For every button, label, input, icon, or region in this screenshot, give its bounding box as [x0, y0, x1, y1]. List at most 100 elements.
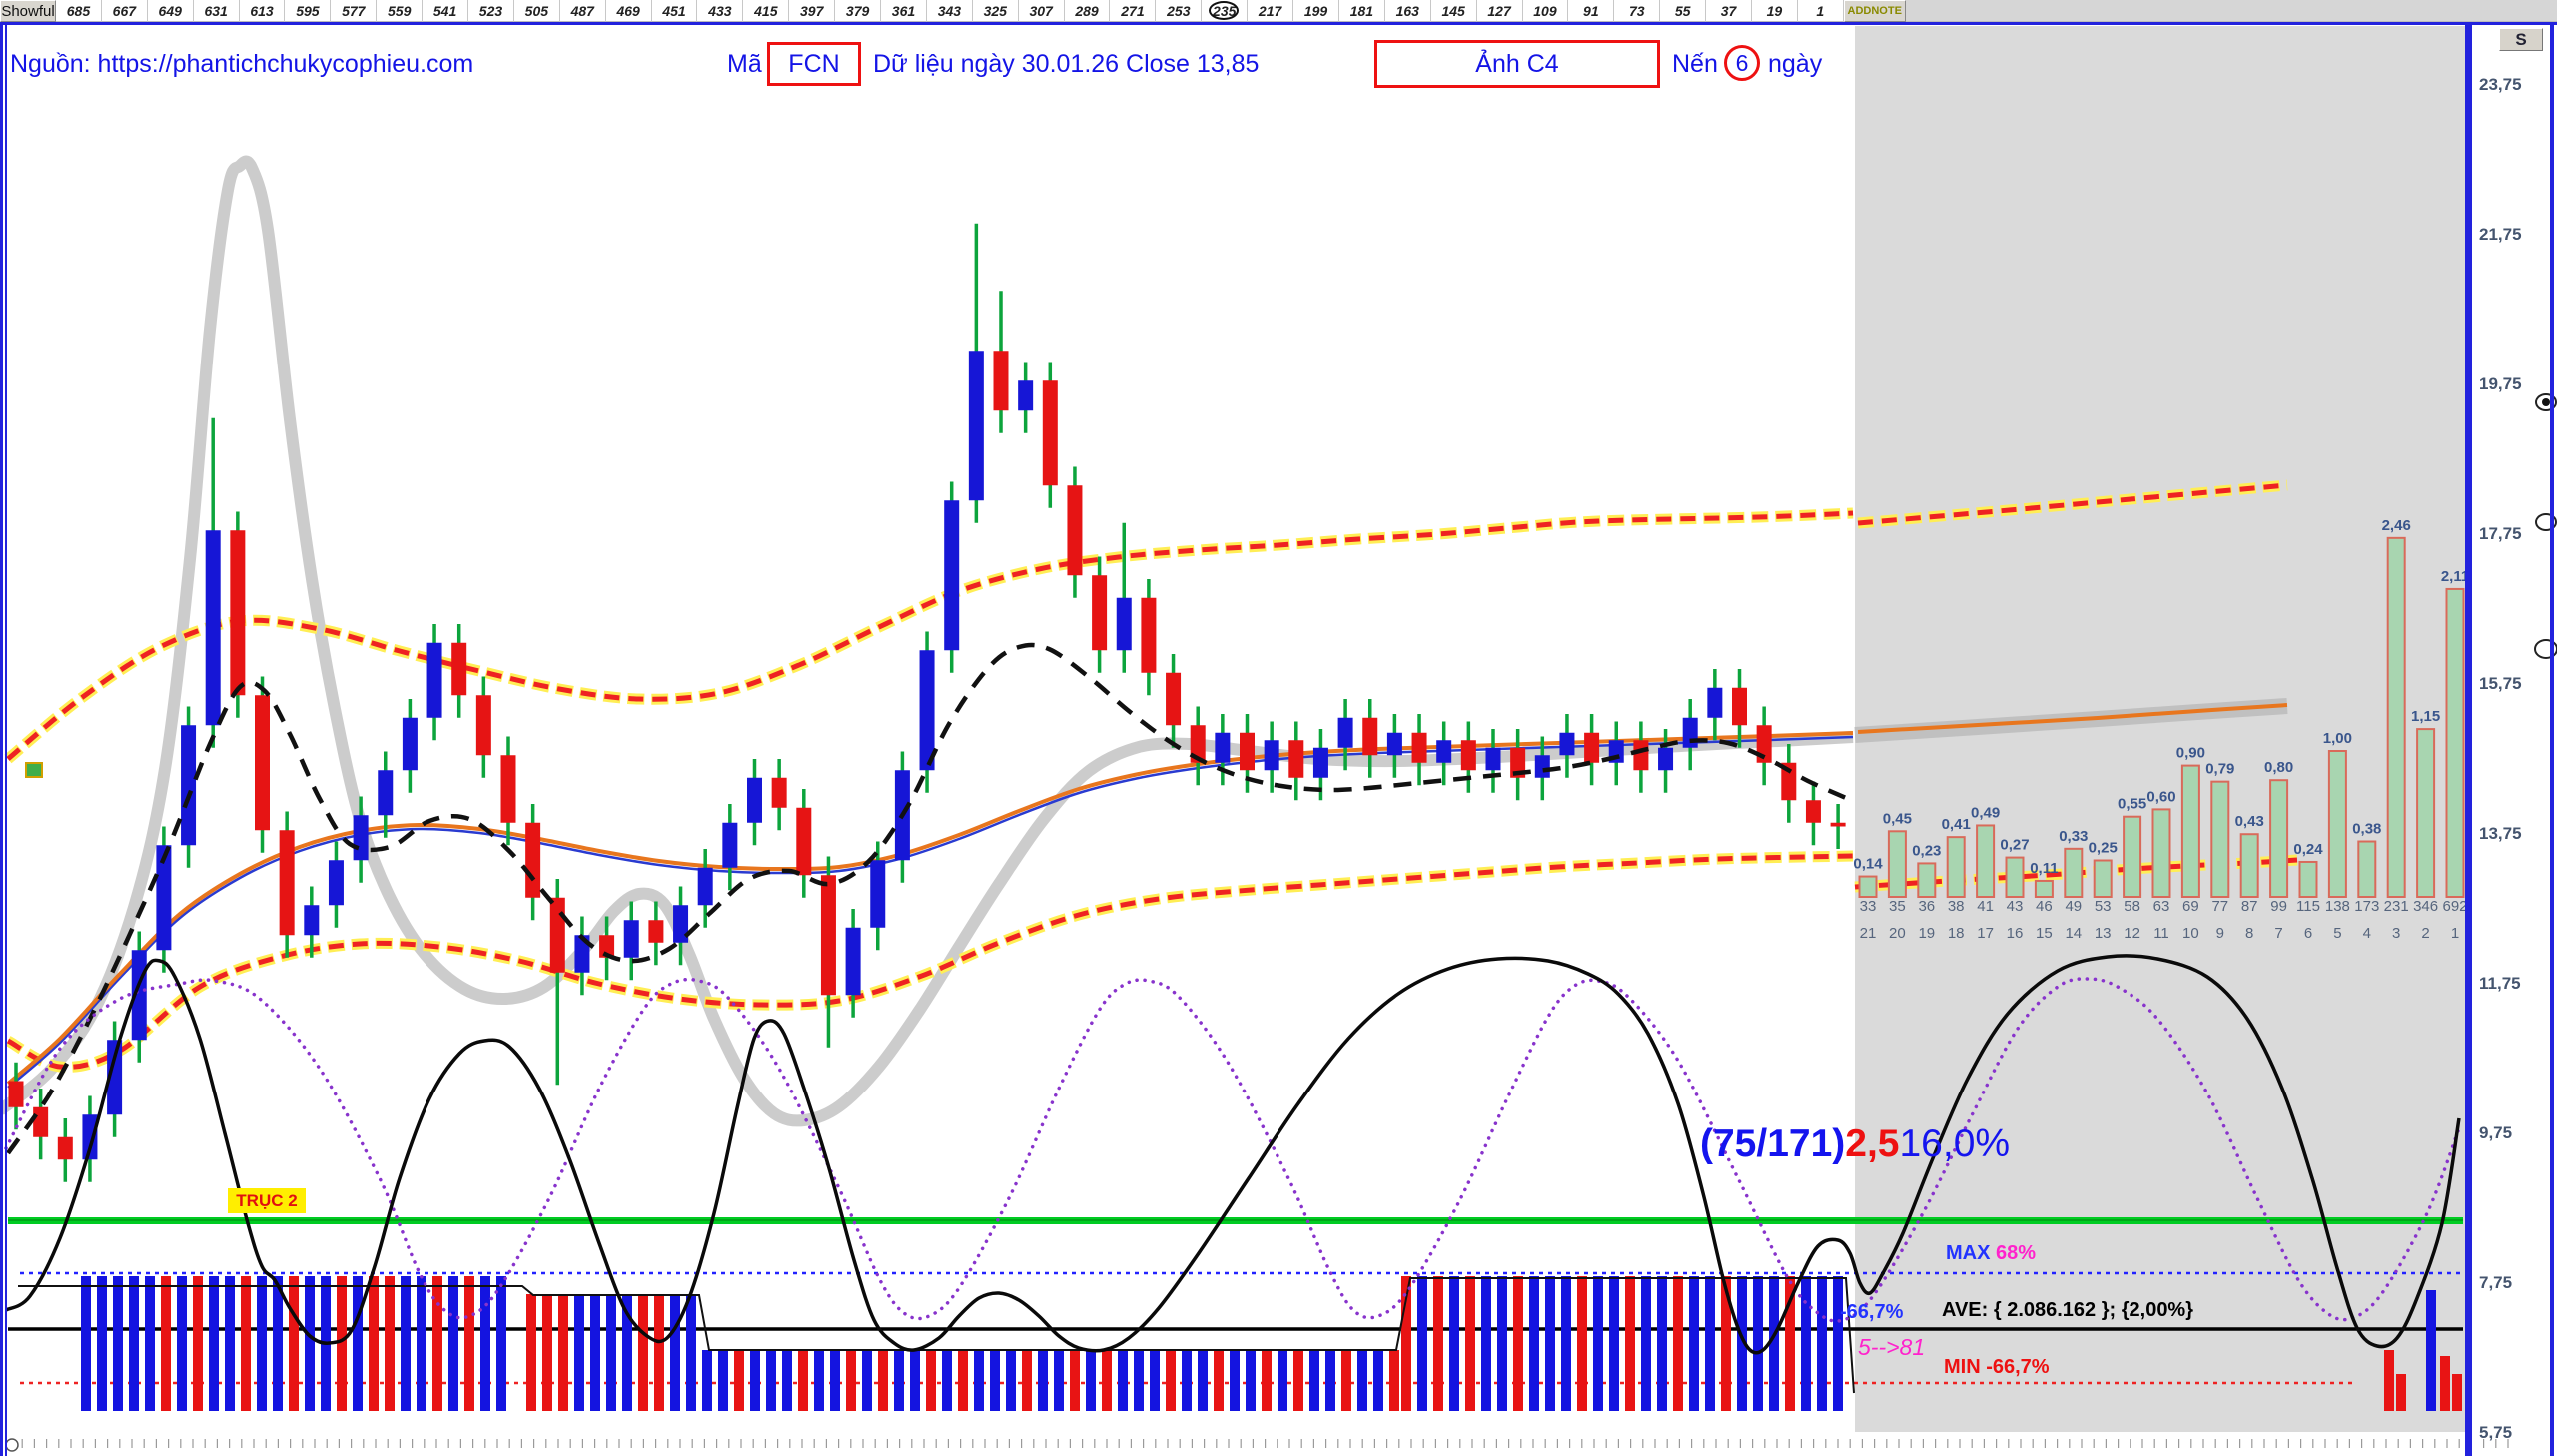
period-cell-55[interactable]: 55: [1660, 0, 1707, 22]
projection-bar: [2445, 587, 2465, 898]
signal-bar: [734, 1350, 744, 1411]
period-cell-325[interactable]: 325: [972, 0, 1019, 22]
period-cell-181[interactable]: 181: [1338, 0, 1385, 22]
period-cell-541[interactable]: 541: [423, 0, 469, 22]
projection-col-count: 35: [1889, 898, 1906, 915]
period-cell-433[interactable]: 433: [697, 0, 744, 22]
showful-button[interactable]: Showful: [0, 0, 56, 22]
period-cell-271[interactable]: 271: [1110, 0, 1157, 22]
candle-body: [845, 927, 861, 996]
signal-bar: [1801, 1276, 1811, 1411]
signal-bar: [1118, 1350, 1128, 1411]
period-cell-577[interactable]: 577: [331, 0, 378, 22]
projection-col-count: 173: [2354, 898, 2379, 915]
signal-bar: [417, 1276, 426, 1411]
scale-button[interactable]: S: [2499, 28, 2543, 51]
period-cell-613[interactable]: 613: [239, 0, 286, 22]
period-cell-73[interactable]: 73: [1614, 0, 1661, 22]
period-cell-415[interactable]: 415: [743, 0, 790, 22]
price-tick-13,75: 13,75: [2479, 824, 2522, 843]
signal-bar: [480, 1276, 490, 1411]
image-c4-box[interactable]: Ảnh C4: [1374, 40, 1660, 88]
period-cell-379[interactable]: 379: [835, 0, 882, 22]
signal-bar: [1401, 1276, 1411, 1411]
candle-body: [1264, 740, 1279, 771]
signal-bar: [1389, 1350, 1399, 1411]
projection-bar-value: 0,55: [2118, 796, 2146, 813]
period-cell-199[interactable]: 199: [1293, 0, 1339, 22]
signal-bar: [606, 1294, 616, 1411]
projection-bar: [2416, 728, 2436, 898]
candle-label: Nến: [1672, 50, 1718, 78]
projection-bar: [2123, 815, 2142, 899]
projection-bar: [2269, 779, 2289, 899]
projection-col-count: 138: [2325, 898, 2350, 915]
period-cell-19[interactable]: 19: [1751, 0, 1798, 22]
projection-col-index: 16: [2007, 925, 2024, 942]
projection-bar: [1976, 824, 1996, 899]
signal-bar: [1006, 1350, 1016, 1411]
projection-col-count: 692: [2442, 898, 2467, 915]
signal-bar: [1753, 1276, 1763, 1411]
period-cell-487[interactable]: 487: [559, 0, 606, 22]
candle-body: [279, 830, 295, 936]
projection-bar: [1946, 836, 1966, 899]
signal-bar: [814, 1350, 824, 1411]
candle-body: [33, 1106, 49, 1137]
entry-marker: [25, 762, 43, 778]
signal-bar: [1577, 1276, 1587, 1411]
signal-bar: [990, 1350, 1000, 1411]
projection-col-index: 1: [2451, 925, 2459, 942]
period-cell-307[interactable]: 307: [1018, 0, 1065, 22]
period-cell-451[interactable]: 451: [651, 0, 698, 22]
period-cell-217[interactable]: 217: [1248, 0, 1294, 22]
period-cell-361[interactable]: 361: [881, 0, 927, 22]
upper-band-extension: [1857, 482, 2288, 526]
projection-bar-value: 0,41: [1942, 816, 1971, 833]
signal-bar: [1230, 1350, 1240, 1411]
period-cell-667[interactable]: 667: [101, 0, 148, 22]
price-tick-17,75: 17,75: [2479, 524, 2522, 543]
projection-col-count: 49: [2065, 898, 2082, 915]
projection-col-index: 21: [1860, 925, 1877, 942]
signal-bar: [273, 1276, 283, 1411]
projection-bar-value: 1,15: [2411, 708, 2440, 725]
period-cell-343[interactable]: 343: [926, 0, 973, 22]
candle-body: [1166, 672, 1182, 726]
period-cell-397[interactable]: 397: [789, 0, 836, 22]
addnote-button[interactable]: ADDNOTE: [1843, 0, 1906, 22]
price-tick-9,75: 9,75: [2479, 1123, 2513, 1142]
period-cell-469[interactable]: 469: [605, 0, 652, 22]
period-cell-559[interactable]: 559: [377, 0, 424, 22]
scroll-handle-left: [5, 1438, 19, 1452]
candle-body: [1658, 747, 1674, 771]
period-cell-649[interactable]: 649: [147, 0, 194, 22]
period-cell-523[interactable]: 523: [468, 0, 514, 22]
period-cell-145[interactable]: 145: [1430, 0, 1477, 22]
source-link[interactable]: Nguồn: https://phantichchukycophieu.com: [10, 50, 474, 78]
period-cell-127[interactable]: 127: [1476, 0, 1523, 22]
projection-bar-value: 0,27: [2000, 837, 2029, 854]
period-cell-289[interactable]: 289: [1064, 0, 1111, 22]
period-cell-685[interactable]: 685: [56, 0, 102, 22]
signal-bar: [1433, 1276, 1443, 1411]
period-cell-163[interactable]: 163: [1384, 0, 1431, 22]
signal-bar: [1641, 1276, 1651, 1411]
signal-bar: [177, 1276, 187, 1411]
period-cell-595[interactable]: 595: [285, 0, 332, 22]
signal-bar: [798, 1350, 808, 1411]
signal-bar: [1182, 1350, 1192, 1411]
period-cell-1[interactable]: 1: [1797, 0, 1844, 22]
signal-bar: [958, 1350, 968, 1411]
candle-days-circle[interactable]: 6: [1724, 45, 1760, 81]
period-cell-37[interactable]: 37: [1706, 0, 1752, 22]
projection-col-index: 19: [1918, 925, 1935, 942]
period-cell-631[interactable]: 631: [193, 0, 240, 22]
period-cell-109[interactable]: 109: [1522, 0, 1569, 22]
period-cell-253[interactable]: 253: [1156, 0, 1203, 22]
ticker-box[interactable]: FCN: [767, 42, 861, 86]
period-cell-91[interactable]: 91: [1568, 0, 1615, 22]
period-cell-505[interactable]: 505: [513, 0, 560, 22]
signal-bar: [1449, 1276, 1459, 1411]
projection-bar-value: 0,33: [2059, 828, 2088, 845]
